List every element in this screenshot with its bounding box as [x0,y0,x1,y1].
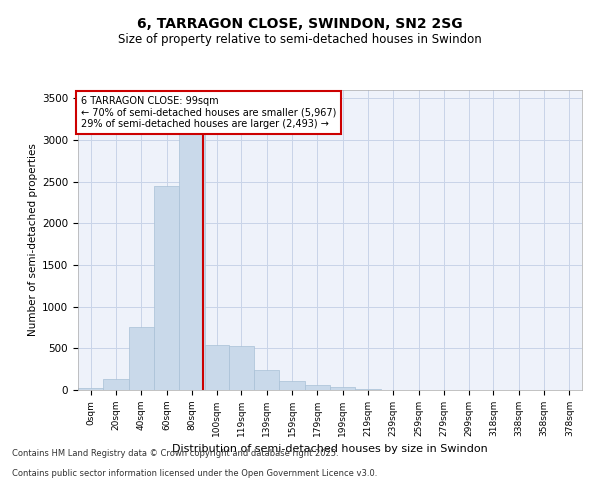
Bar [305,385,330,390]
Text: Size of property relative to semi-detached houses in Swindon: Size of property relative to semi-detach… [118,32,482,46]
Bar [154,186,179,390]
Y-axis label: Number of semi-detached properties: Number of semi-detached properties [28,144,38,336]
Text: 6 TARRAGON CLOSE: 99sqm
← 70% of semi-detached houses are smaller (5,967)
29% of: 6 TARRAGON CLOSE: 99sqm ← 70% of semi-de… [80,96,336,129]
Text: Contains public sector information licensed under the Open Government Licence v3: Contains public sector information licen… [12,468,377,477]
Bar [103,379,128,390]
Bar [330,387,355,390]
Bar [128,326,154,390]
Bar [254,370,280,390]
X-axis label: Distribution of semi-detached houses by size in Swindon: Distribution of semi-detached houses by … [172,444,488,454]
Bar [355,389,380,390]
Bar [78,388,103,390]
Bar [179,116,205,390]
Text: 6, TARRAGON CLOSE, SWINDON, SN2 2SG: 6, TARRAGON CLOSE, SWINDON, SN2 2SG [137,18,463,32]
Bar [280,381,305,390]
Bar [229,346,254,390]
Bar [205,345,229,390]
Text: Contains HM Land Registry data © Crown copyright and database right 2025.: Contains HM Land Registry data © Crown c… [12,448,338,458]
